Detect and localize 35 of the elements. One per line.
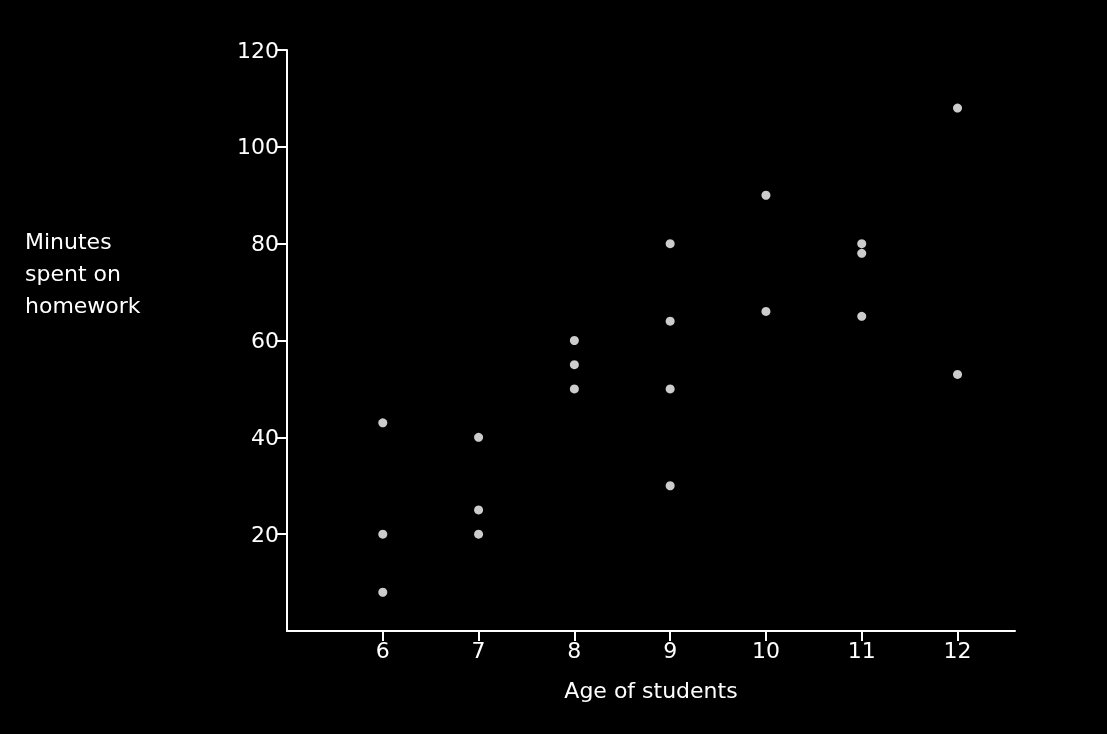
point <box>378 529 388 539</box>
y-tick-label: 80 <box>251 231 279 257</box>
x-tick-label: 6 <box>375 637 390 663</box>
x-tick-label: 7 <box>471 637 486 663</box>
point <box>474 432 484 442</box>
point <box>569 336 579 345</box>
x-tick-label: 9 <box>663 637 678 663</box>
point <box>953 103 963 113</box>
point <box>665 384 675 394</box>
point <box>761 190 771 200</box>
y-tick-label: 20 <box>251 521 279 547</box>
point <box>857 311 867 321</box>
x-tick-label: 12 <box>943 637 972 663</box>
point <box>569 360 579 370</box>
point <box>665 316 675 326</box>
y-tick-label: 60 <box>251 328 279 353</box>
point <box>378 587 388 597</box>
y-tick-label: 100 <box>237 134 279 160</box>
x-tick-label: 10 <box>751 637 780 663</box>
point <box>474 505 484 515</box>
point <box>378 418 388 428</box>
point <box>953 369 963 379</box>
point <box>857 239 867 249</box>
point <box>474 529 484 539</box>
y-tick-label: 120 <box>237 37 279 63</box>
point <box>665 239 675 249</box>
point <box>665 481 675 491</box>
x-tick-label: 8 <box>567 637 582 663</box>
x-axis-title: Age of students <box>564 677 738 703</box>
point <box>857 248 867 258</box>
x-tick-label: 11 <box>847 637 876 663</box>
point <box>569 384 579 394</box>
y-tick-label: 40 <box>251 424 279 450</box>
point <box>761 306 771 316</box>
y-axis-title: Minutes spent on homework <box>25 228 141 318</box>
